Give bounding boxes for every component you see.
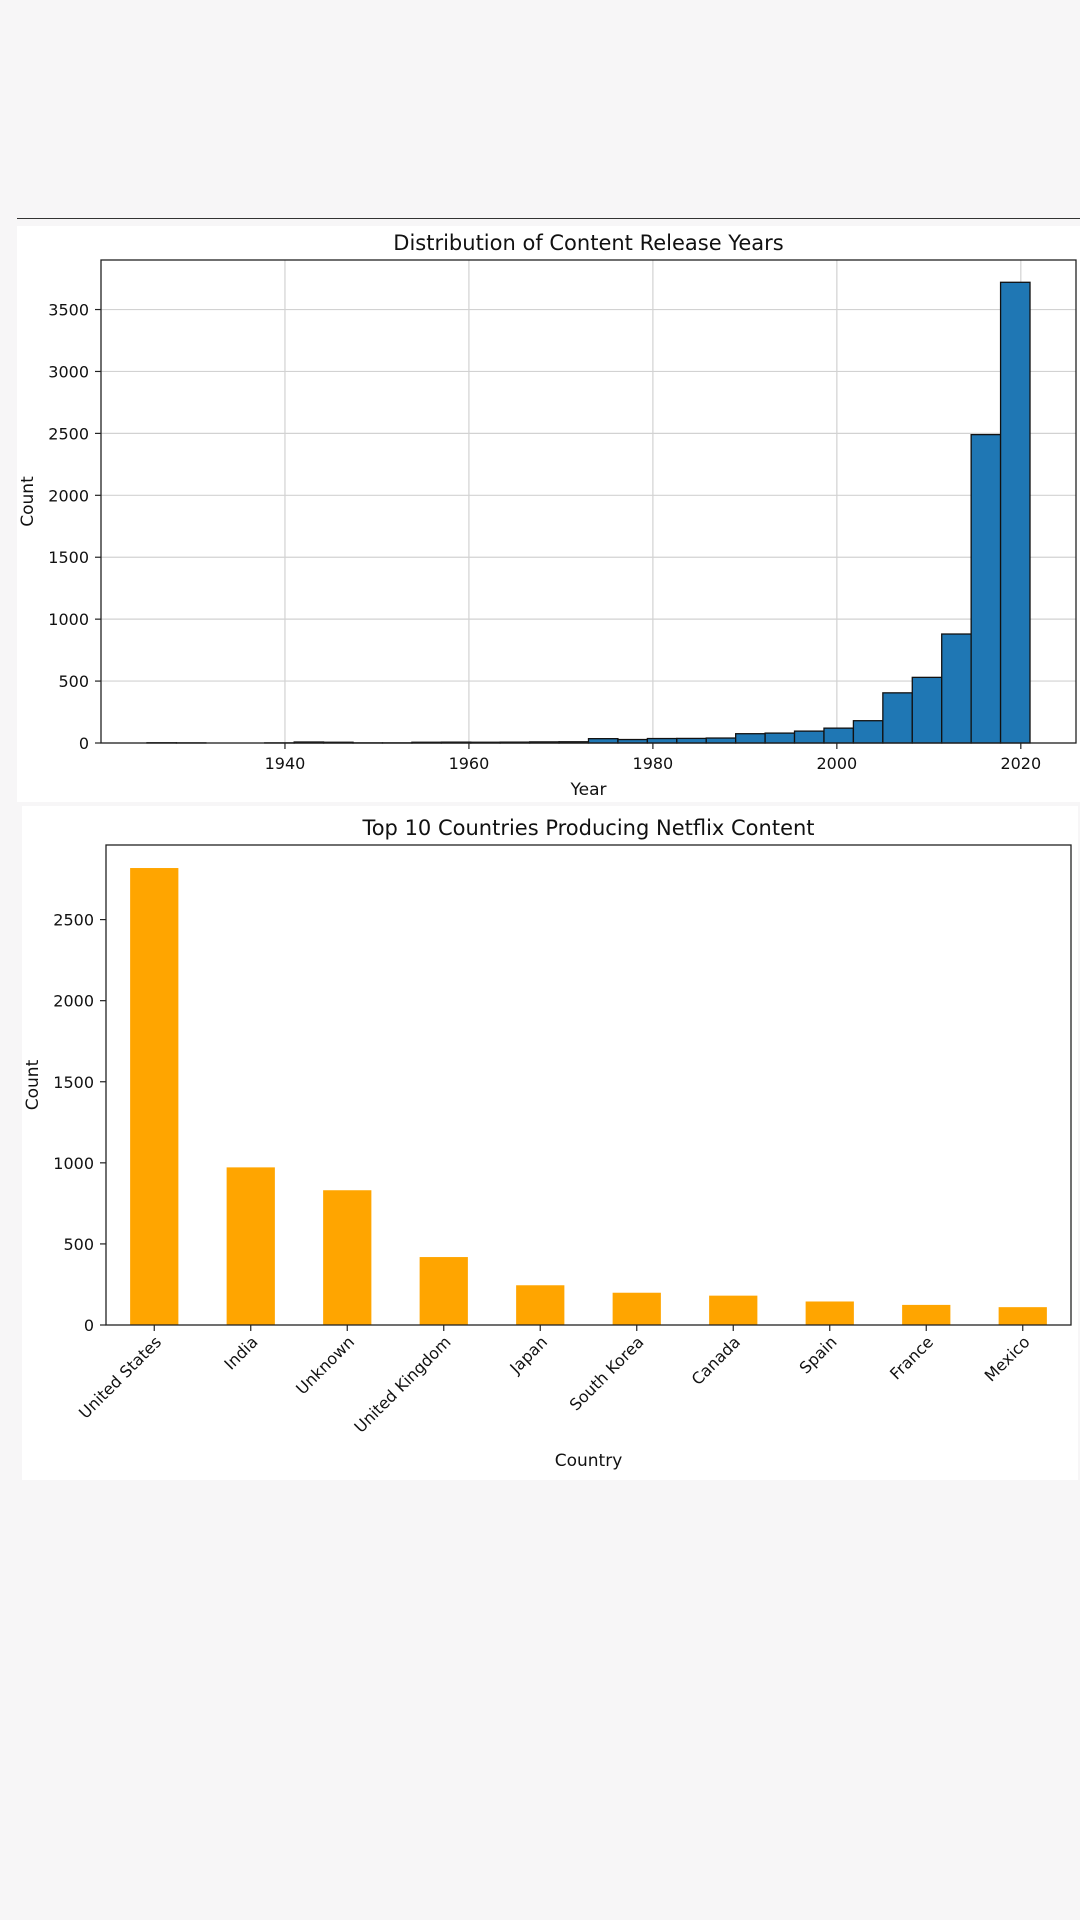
histogram-xtick-label: 2020: [1000, 754, 1041, 773]
histogram-title: Distribution of Content Release Years: [393, 231, 783, 255]
countries-ytick-label: 2500: [53, 911, 94, 930]
country-bar: [323, 1190, 372, 1325]
histogram-xtick-label: 1940: [265, 754, 306, 773]
countries-ytick-label: 2000: [53, 992, 94, 1011]
country-bar: [902, 1304, 951, 1325]
countries-panel: [22, 806, 1078, 1480]
histogram-bar: [882, 692, 913, 744]
histogram-bar: [911, 676, 943, 744]
histogram-bar: [970, 433, 1002, 744]
histogram-ytick-label: 1000: [48, 610, 89, 629]
countries-ytick-label: 1000: [53, 1154, 94, 1173]
histogram-xtick-label: 1960: [449, 754, 490, 773]
countries-ytick-label: 0: [84, 1316, 94, 1335]
country-bar: [612, 1292, 661, 1325]
histogram-ytick-label: 2000: [48, 486, 89, 505]
histogram-bar: [941, 633, 972, 744]
countries-ytick-label: 500: [63, 1235, 94, 1254]
histogram-ylabel: Count: [18, 476, 38, 527]
histogram-xtick-label: 2000: [816, 754, 857, 773]
country-bar: [130, 868, 179, 1325]
histogram-xlabel: Year: [570, 780, 607, 800]
countries-ytick-label: 1500: [53, 1073, 94, 1092]
histogram-bar: [735, 733, 766, 744]
histogram-ytick-label: 2500: [48, 424, 89, 443]
countries-ylabel: Count: [23, 1059, 43, 1110]
histogram-bar: [852, 720, 884, 744]
countries-xlabel: Country: [555, 1451, 623, 1471]
countries-title: Top 10 Countries Producing Netflix Conte…: [361, 816, 814, 840]
histogram-bar: [793, 730, 825, 744]
cell-divider-line: [17, 218, 1080, 219]
histogram-bar: [764, 732, 796, 744]
histogram-ytick-label: 0: [79, 734, 89, 753]
country-bar: [516, 1285, 565, 1325]
histogram-bar: [705, 737, 737, 744]
histogram-xtick-label: 1980: [633, 754, 674, 773]
histogram-bar: [823, 727, 855, 744]
country-bar: [998, 1307, 1047, 1325]
histogram-ytick-label: 1500: [48, 548, 89, 567]
histogram-ytick-label: 3000: [48, 362, 89, 381]
histogram-ytick-label: 3500: [48, 301, 89, 320]
country-bar: [419, 1257, 468, 1325]
histogram-bar: [999, 281, 1031, 744]
histogram-ytick-label: 500: [58, 672, 89, 691]
country-bar: [226, 1167, 275, 1325]
country-bar: [805, 1301, 854, 1325]
histogram-axes-frame: [100, 259, 1077, 744]
country-bar: [709, 1295, 758, 1325]
histogram-bar: [587, 738, 619, 744]
countries-axes-frame: [105, 844, 1072, 1326]
histogram-bar: [676, 737, 707, 744]
histogram-bar: [646, 737, 678, 744]
